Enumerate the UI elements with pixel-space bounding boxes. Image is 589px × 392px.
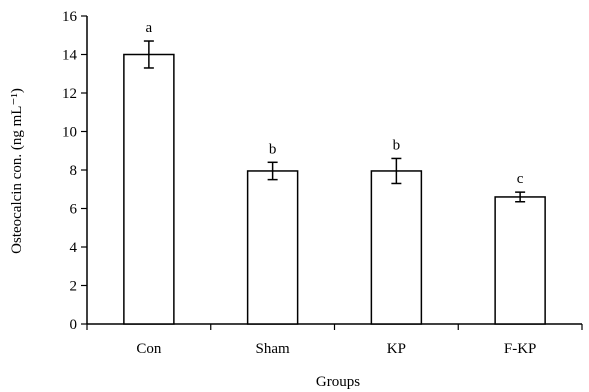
x-axis: Con Sham KP F-KP: [86, 323, 583, 357]
y-tick-label: 14: [62, 48, 78, 64]
x-tick-label: Con: [136, 341, 162, 357]
y-tick-label: 8: [70, 163, 78, 179]
bar: [370, 170, 423, 325]
y-tick-label: 16: [62, 9, 78, 25]
significance-label: a: [146, 20, 153, 36]
bars: a b b c: [123, 20, 546, 325]
significance-label: b: [393, 137, 401, 153]
x-tick-label: F-KP: [504, 341, 537, 357]
significance-label: b: [269, 141, 277, 157]
x-tick-label: KP: [387, 341, 406, 357]
bar: [246, 170, 299, 325]
y-tick-label: 6: [70, 202, 78, 218]
y-axis-title: Osteocalcin con. (ng mL⁻¹): [9, 88, 25, 254]
x-tick-label: Sham: [256, 341, 291, 357]
x-axis-title: Groups: [316, 374, 360, 390]
bar: [494, 196, 546, 325]
bar: [123, 53, 175, 325]
y-tick-label: 2: [70, 279, 78, 295]
significance-label: c: [517, 171, 524, 187]
y-tick-label: 12: [62, 86, 77, 102]
y-tick-label: 4: [70, 240, 78, 256]
y-axis: 0 2 4 6 8 10 12 14 16: [62, 9, 88, 333]
y-tick-label: 10: [62, 125, 77, 141]
y-tick-label: 0: [70, 317, 78, 333]
